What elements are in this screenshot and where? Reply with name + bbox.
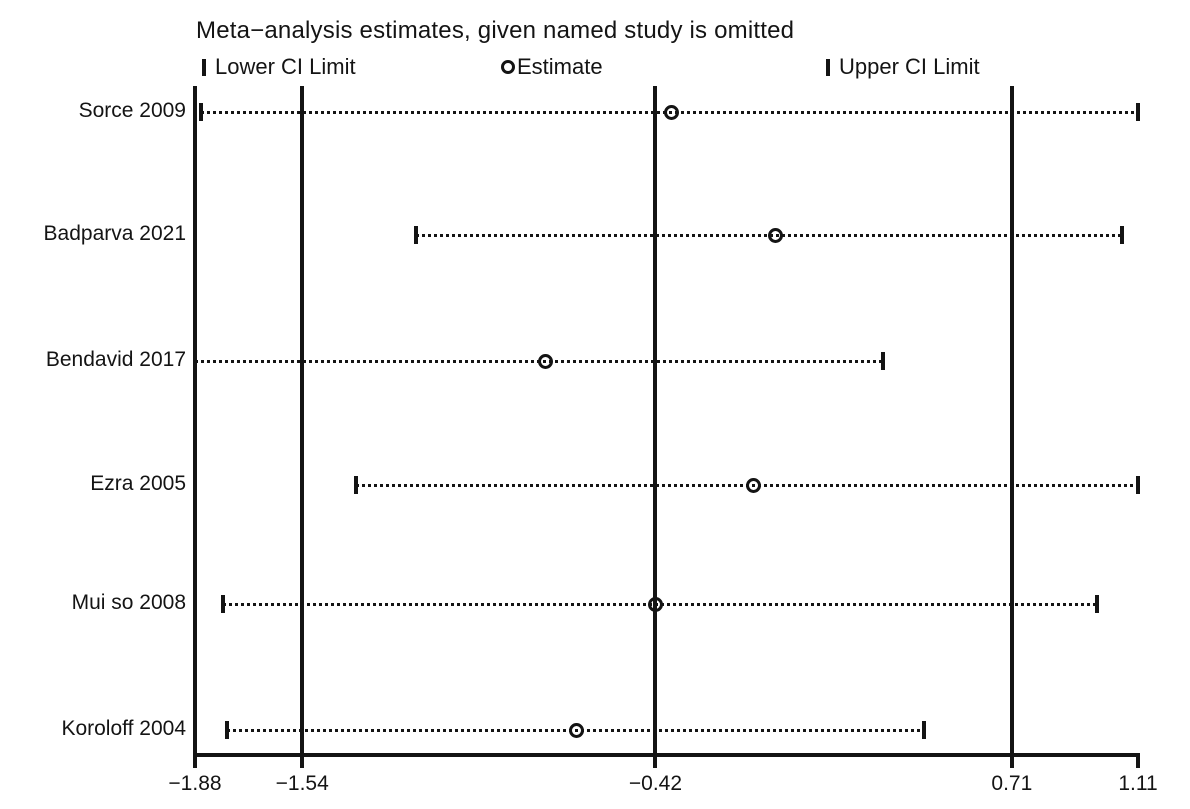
x-axis-tick (300, 753, 305, 768)
legend-estimate-label: Estimate (517, 54, 603, 79)
upper-ci-tick (880, 352, 885, 370)
lower-ci-tick (221, 595, 226, 613)
estimate-marker (537, 353, 553, 369)
x-axis-tick (1009, 753, 1014, 768)
upper-ci-tick (1136, 103, 1140, 121)
lower-ci-tick (224, 721, 229, 739)
upper-ci-tick (1120, 226, 1125, 244)
estimate-marker (663, 104, 679, 120)
x-tick-label: −1.54 (275, 772, 329, 795)
x-axis-tick (1136, 753, 1140, 768)
study-label: Bendavid 2017 (45, 348, 186, 371)
legend-upper-label: Upper CI Limit (839, 54, 980, 79)
estimate-marker (745, 477, 761, 493)
lower-ci-tick (353, 476, 358, 494)
x-tick-label: −1.88 (168, 772, 222, 795)
x-axis (193, 753, 1140, 757)
reference-line (193, 86, 197, 757)
estimate-marker (647, 596, 663, 612)
estimate-marker (569, 722, 585, 738)
x-axis-tick (653, 753, 658, 768)
lower-ci-tick (413, 226, 418, 244)
reference-line (653, 86, 658, 757)
x-axis-tick (193, 753, 197, 768)
x-tick-label: 1.11 (1118, 772, 1158, 795)
study-label: Koroloff 2004 (61, 717, 186, 740)
study-label: Sorce 2009 (78, 99, 186, 122)
plot-title: Meta−analysis estimates, given named stu… (196, 17, 795, 44)
reference-line (1009, 86, 1014, 757)
legend-estimate: Estimate (501, 54, 603, 80)
study-label: Badparva 2021 (43, 222, 186, 245)
legend-lower-ci: Lower CI Limit (202, 54, 356, 80)
lower-ci-tick (199, 103, 204, 121)
lower-ci-tick (193, 352, 197, 370)
x-tick-label: 0.71 (991, 772, 1033, 795)
x-tick-label: −0.42 (628, 772, 683, 795)
legend-upper-ci: Upper CI Limit (826, 54, 980, 80)
legend-lower-label: Lower CI Limit (215, 54, 356, 79)
upper-ci-tick-icon (826, 58, 830, 76)
study-label: Mui so 2008 (71, 591, 186, 614)
reference-line (300, 86, 305, 757)
estimate-circle-icon (501, 60, 515, 74)
upper-ci-tick (921, 721, 926, 739)
upper-ci-tick (1095, 595, 1099, 613)
lower-ci-tick-icon (202, 58, 206, 76)
study-label: Ezra 2005 (90, 472, 186, 495)
estimate-marker (767, 227, 783, 243)
upper-ci-tick (1136, 476, 1140, 494)
